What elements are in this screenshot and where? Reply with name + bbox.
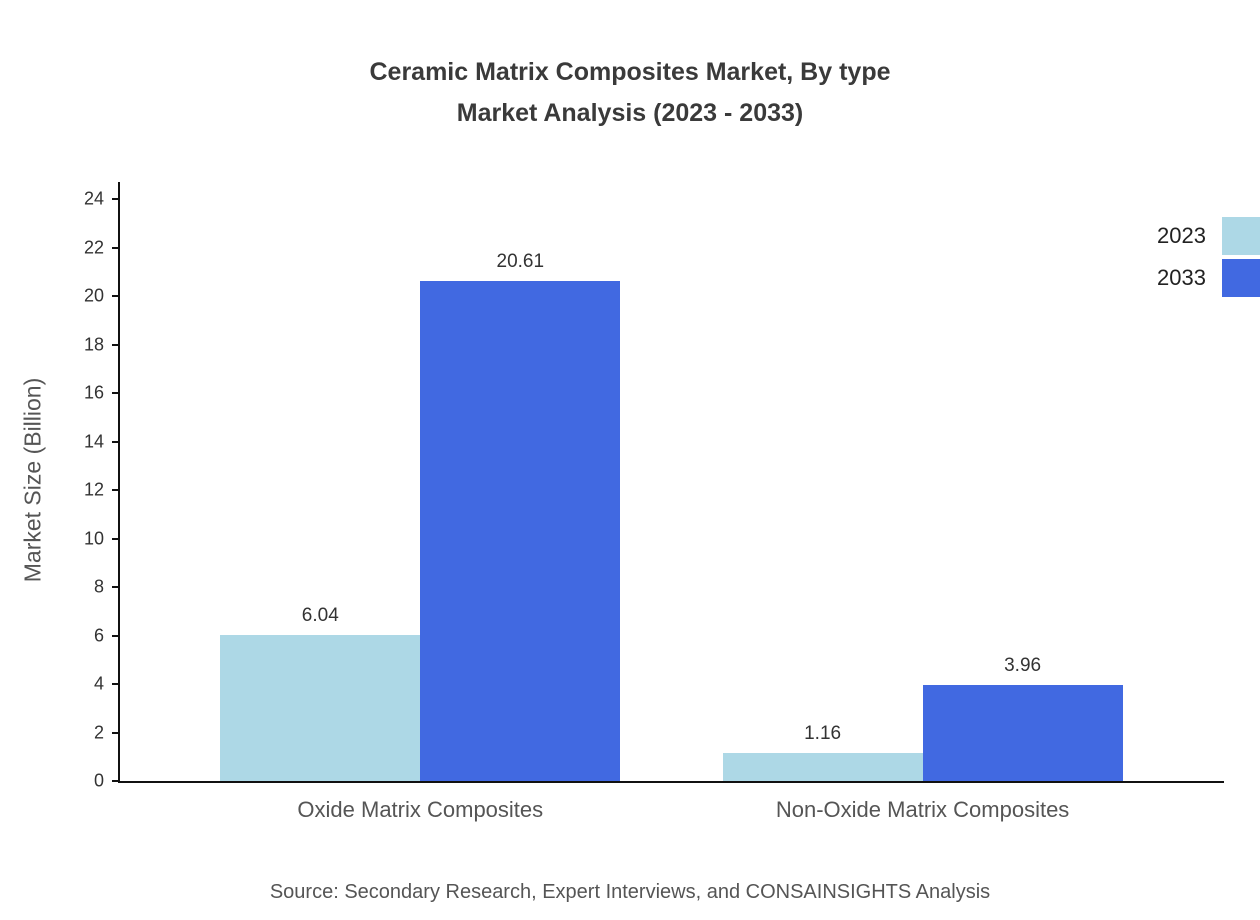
legend-swatch: [1222, 217, 1260, 255]
y-tick-label: 24: [83, 188, 104, 209]
bar-value-label: 1.16: [804, 722, 842, 744]
bar-2023: [722, 752, 923, 781]
legend-label: 2023: [1157, 223, 1206, 248]
category-label: Non-Oxide Matrix Composites: [775, 797, 1070, 822]
source-text: Source: Secondary Research, Expert Inter…: [269, 881, 991, 903]
y-tick-label: 20: [83, 285, 104, 306]
legend-swatch: [1222, 259, 1260, 297]
y-tick-label: 4: [93, 673, 104, 694]
y-tick-mark: [112, 683, 120, 685]
legend-label: 2033: [1157, 265, 1206, 290]
y-tick-label: 6: [93, 625, 104, 645]
chart-title-line1: Ceramic Matrix Composites Market, By typ…: [369, 58, 891, 86]
y-tick-label: 18: [83, 334, 104, 354]
y-tick-mark: [112, 440, 120, 443]
y-tick-mark: [112, 586, 120, 588]
y-axis-label: Market Size (Billion): [19, 377, 46, 583]
y-tick-mark: [112, 246, 120, 249]
plot-area: 0 2 4 6 8 10 12 14 16 18 20 22 24 6.04 20.61 Oxide Matr…: [84, 182, 1224, 822]
y-tick-label: 8: [93, 576, 104, 597]
y-tick-mark: [112, 731, 120, 734]
y-tick-mark: [112, 198, 120, 200]
category-label: Oxide Matrix Composites: [297, 797, 544, 822]
bar-value-label: 6.04: [301, 604, 339, 626]
y-tick-label: 0: [93, 770, 104, 791]
bar-2033: [420, 281, 621, 781]
bar-2023: [220, 634, 421, 781]
chart-title-line2: Market Analysis (2023 - 2033): [456, 99, 804, 127]
y-tick-label: 2: [93, 722, 104, 742]
y-tick-mark: [112, 392, 120, 394]
y-tick-mark: [112, 780, 120, 782]
y-tick-label: 12: [83, 479, 104, 500]
y-tick-mark: [112, 343, 120, 346]
y-tick-label: 14: [83, 431, 104, 451]
y-tick-label: 16: [83, 382, 104, 403]
chart-title: Ceramic Matrix Composites Market, By typ…: [0, 52, 1260, 134]
y-tick-mark: [112, 634, 120, 637]
y-tick-mark: [112, 537, 120, 540]
legend: 2023 2033: [1157, 216, 1260, 298]
bar-value-label: 3.96: [1004, 654, 1042, 676]
bar-2033: [922, 684, 1123, 781]
bar-value-label: 20.61: [496, 251, 545, 273]
legend-item-2033: 2033: [1157, 258, 1260, 298]
legend-item-2023: 2023: [1157, 216, 1260, 256]
y-tick-label: 10: [83, 528, 104, 548]
y-tick-label: 22: [83, 237, 104, 257]
y-tick-mark: [112, 489, 120, 491]
y-tick-mark: [112, 295, 120, 297]
